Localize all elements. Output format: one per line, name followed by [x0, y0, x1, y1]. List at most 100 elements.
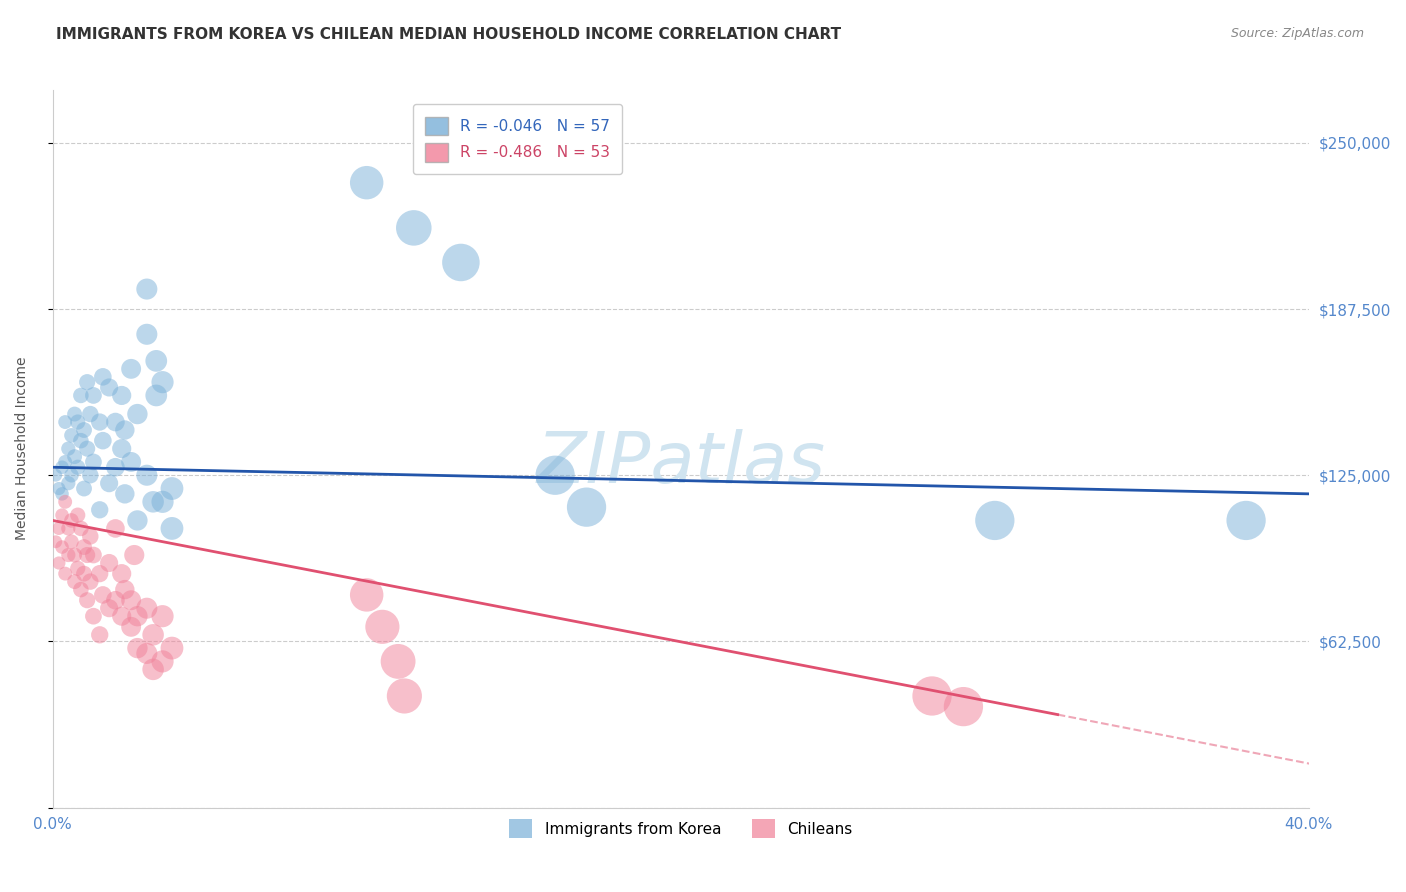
Point: [450, 255, 472, 269]
Point: [51, 508, 73, 522]
Point: [135, 282, 157, 296]
Legend: R = -0.046   N = 57, R = -0.486   N = 53: R = -0.046 N = 57, R = -0.486 N = 53: [412, 104, 623, 174]
Point: [98, 380, 121, 394]
Point: [356, 588, 378, 602]
Point: [66, 561, 89, 575]
Point: [70, 434, 93, 448]
Point: [70, 388, 93, 402]
Point: [111, 566, 134, 581]
Point: [952, 699, 974, 714]
Point: [82, 548, 104, 562]
Point: [73, 482, 96, 496]
Point: [53, 495, 76, 509]
Point: [135, 601, 157, 615]
Point: [48, 482, 70, 496]
Point: [82, 609, 104, 624]
Point: [91, 434, 114, 448]
Point: [63, 548, 86, 562]
Point: [89, 566, 111, 581]
Point: [111, 609, 134, 624]
Point: [63, 407, 86, 421]
Point: [79, 529, 101, 543]
Point: [394, 689, 416, 703]
Point: [104, 460, 127, 475]
Point: [89, 415, 111, 429]
Point: [142, 662, 165, 676]
Point: [89, 503, 111, 517]
Point: [135, 468, 157, 483]
Point: [127, 513, 149, 527]
Point: [63, 574, 86, 589]
Point: [60, 428, 83, 442]
Point: [79, 468, 101, 483]
Point: [114, 487, 136, 501]
Point: [160, 482, 183, 496]
Point: [66, 460, 89, 475]
Point: [63, 450, 86, 464]
Point: [45, 534, 67, 549]
Point: [51, 487, 73, 501]
Point: [127, 641, 149, 656]
Point: [104, 415, 127, 429]
Point: [76, 375, 98, 389]
Point: [160, 521, 183, 535]
Point: [53, 455, 76, 469]
Text: IMMIGRANTS FROM KOREA VS CHILEAN MEDIAN HOUSEHOLD INCOME CORRELATION CHART: IMMIGRANTS FROM KOREA VS CHILEAN MEDIAN …: [56, 27, 841, 42]
Point: [356, 176, 378, 190]
Point: [120, 620, 142, 634]
Point: [70, 521, 93, 535]
Point: [152, 654, 174, 668]
Point: [89, 628, 111, 642]
Point: [58, 476, 80, 491]
Point: [91, 369, 114, 384]
Point: [51, 460, 73, 475]
Point: [135, 647, 157, 661]
Point: [387, 654, 409, 668]
Point: [114, 423, 136, 437]
Point: [152, 375, 174, 389]
Point: [60, 513, 83, 527]
Point: [142, 628, 165, 642]
Point: [48, 521, 70, 535]
Point: [53, 566, 76, 581]
Point: [104, 521, 127, 535]
Point: [60, 468, 83, 483]
Point: [135, 327, 157, 342]
Point: [127, 407, 149, 421]
Point: [70, 582, 93, 597]
Y-axis label: Median Household Income: Median Household Income: [15, 357, 30, 541]
Point: [111, 388, 134, 402]
Point: [98, 601, 121, 615]
Point: [53, 415, 76, 429]
Point: [82, 388, 104, 402]
Point: [73, 423, 96, 437]
Point: [114, 582, 136, 597]
Point: [76, 442, 98, 456]
Point: [145, 388, 167, 402]
Point: [544, 468, 567, 483]
Point: [371, 620, 394, 634]
Point: [1234, 513, 1257, 527]
Point: [152, 609, 174, 624]
Point: [76, 548, 98, 562]
Point: [66, 508, 89, 522]
Point: [66, 415, 89, 429]
Point: [76, 593, 98, 607]
Point: [127, 609, 149, 624]
Point: [120, 593, 142, 607]
Point: [111, 442, 134, 456]
Point: [152, 495, 174, 509]
Point: [58, 548, 80, 562]
Point: [575, 500, 598, 515]
Point: [984, 513, 1007, 527]
Point: [82, 455, 104, 469]
Point: [142, 495, 165, 509]
Point: [91, 588, 114, 602]
Point: [402, 220, 425, 235]
Point: [79, 574, 101, 589]
Point: [160, 641, 183, 656]
Text: ZIPatlas: ZIPatlas: [536, 428, 825, 498]
Point: [60, 534, 83, 549]
Point: [58, 521, 80, 535]
Point: [73, 540, 96, 554]
